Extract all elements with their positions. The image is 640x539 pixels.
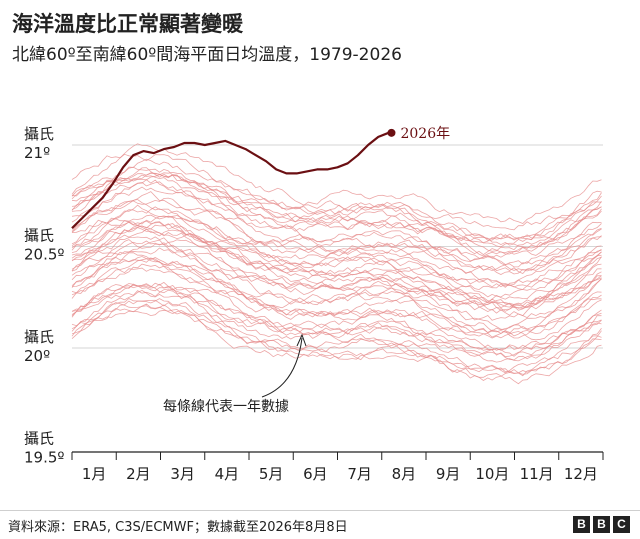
x-tick-label: 9月 [436, 465, 461, 483]
series-label: 2026年 [400, 126, 450, 142]
footer: 資料來源：ERA5, C3S/ECMWF；數據截至2026年8月8日 B B C [0, 510, 640, 539]
past-year-line [71, 252, 602, 337]
chart-title: 海洋溫度比正常顯著變暖 [12, 12, 243, 36]
y-tick-label-unit: 攝氏 [24, 328, 54, 346]
y-tick-label: 19.5º [24, 449, 64, 467]
series-endpoint [387, 128, 396, 137]
annotation: 每條線代表一年數據 [163, 333, 307, 415]
x-tick-label: 3月 [170, 465, 195, 483]
x-tick-label: 6月 [303, 465, 328, 483]
highlight-year: 2026年 [71, 126, 450, 229]
series-line-2026 [71, 131, 392, 229]
past-year-line [71, 267, 602, 339]
past-year-line [71, 204, 602, 271]
past-year-line [71, 298, 602, 358]
past-year-line [71, 302, 602, 385]
past-year-line [71, 256, 602, 331]
chart-subtitle: 北緯60º至南緯60º間海平面日均溫度，1979-2026 [12, 45, 402, 65]
past-year-line [71, 289, 602, 374]
y-tick-label-unit: 攝氏 [24, 430, 54, 448]
logo-letter: B [573, 516, 590, 533]
x-tick-label: 10月 [475, 465, 509, 483]
past-year-line [71, 257, 602, 334]
past-year-line [71, 197, 602, 275]
y-tick-label-unit: 攝氏 [24, 227, 54, 245]
x-tick-label: 7月 [347, 465, 372, 483]
past-year-line [71, 221, 602, 298]
past-year-line [71, 221, 602, 304]
x-tick-label: 4月 [215, 465, 240, 483]
past-year-line [71, 167, 602, 244]
annotation-label: 每條線代表一年數據 [163, 399, 289, 415]
x-tick-label: 5月 [259, 465, 284, 483]
y-tick-label-unit: 攝氏 [24, 125, 54, 143]
y-tick-label: 21º [24, 144, 50, 162]
y-tick-label: 20.5º [24, 246, 64, 264]
past-year-line [71, 166, 602, 249]
past-year-line [71, 283, 602, 357]
x-tick-label: 8月 [392, 465, 417, 483]
x-axis: 1月 2月 3月 4月 5月 6月 7月 8月 9月 10月 11月 12月 [71, 451, 604, 483]
past-year-line [71, 298, 602, 377]
bbc-logo: B B C [573, 516, 630, 533]
x-tick-label: 2月 [126, 465, 151, 483]
past-year-line [71, 181, 602, 268]
footer-divider [0, 510, 640, 511]
x-tick-label: 11月 [520, 465, 554, 483]
y-tick-label: 20º [24, 347, 50, 365]
past-year-line [71, 236, 602, 311]
logo-letter: B [593, 516, 610, 533]
past-years-lines [71, 143, 602, 385]
x-tick-label: 12月 [564, 465, 598, 483]
past-year-line [71, 220, 602, 312]
past-year-line [71, 179, 602, 252]
past-year-line [71, 309, 602, 381]
source-note: 資料來源：ERA5, C3S/ECMWF；數據截至2026年8月8日 [8, 520, 348, 535]
logo-letter: C [613, 516, 630, 533]
x-tick-label: 1月 [82, 465, 107, 483]
annotation-arrowhead [296, 333, 307, 347]
annotation-arrow [261, 337, 303, 398]
past-year-line [71, 281, 602, 361]
past-year-line [71, 288, 602, 351]
past-year-line [71, 158, 602, 231]
past-year-line [71, 153, 602, 248]
past-year-line [71, 186, 602, 259]
